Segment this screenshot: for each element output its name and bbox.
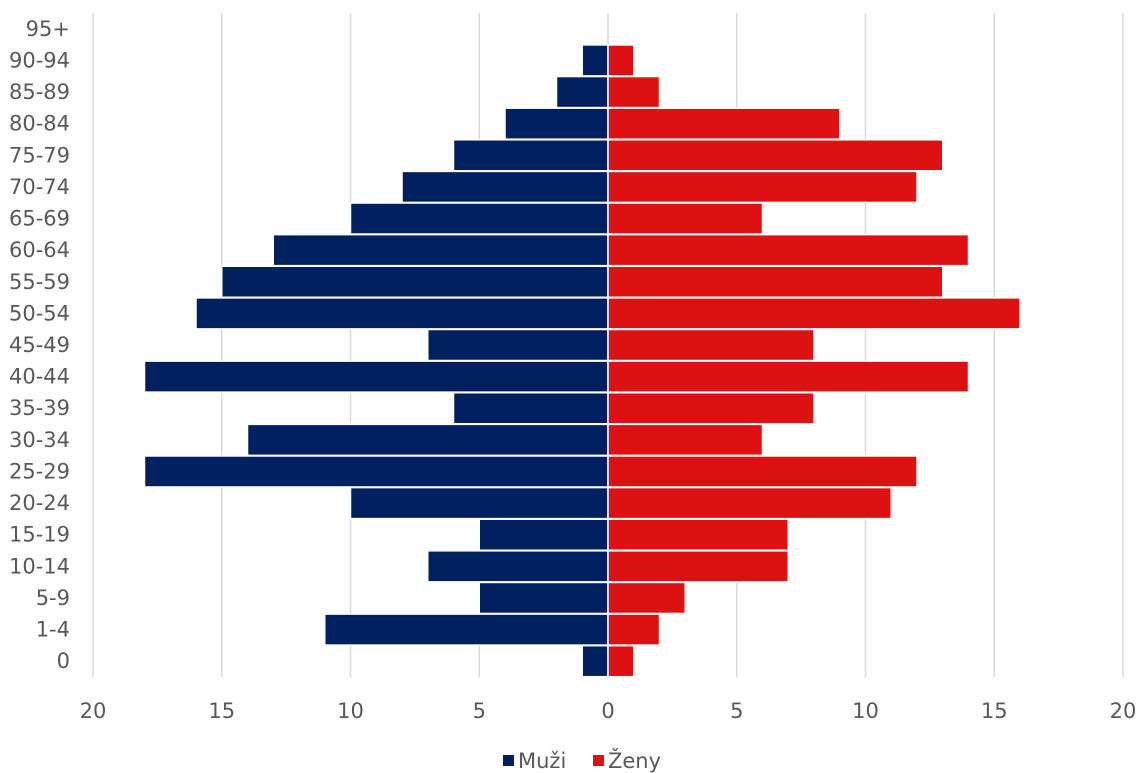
y-tick-label: 70-74 — [9, 175, 70, 199]
y-tick-label: 10-14 — [9, 554, 70, 578]
bar-muzi-90-94 — [581, 44, 609, 77]
y-tick-label: 85-89 — [9, 80, 70, 104]
y-tick-label: 30-34 — [9, 428, 70, 452]
bar-zeny-20-24 — [607, 486, 892, 520]
x-tick-label: 10 — [852, 699, 879, 723]
y-tick-label: 45-49 — [9, 333, 70, 357]
bar-muzi-35-39 — [452, 391, 609, 425]
legend[interactable]: Muži Ženy — [503, 748, 661, 773]
bar-zeny-45-49 — [607, 328, 815, 362]
bar-zeny-1-4 — [607, 613, 661, 646]
bars — [143, 44, 1021, 678]
y-tick-label: 80-84 — [9, 112, 70, 136]
bar-zeny-25-29 — [607, 455, 918, 488]
bar-muzi-85-89 — [555, 75, 609, 109]
y-tick-label: 65-69 — [9, 207, 70, 231]
y-tick-label: 15-19 — [9, 523, 70, 547]
x-tick-label: 5 — [730, 699, 743, 723]
bar-zeny-60-64 — [607, 233, 970, 267]
y-tick-label: 50-54 — [9, 301, 70, 325]
bar-zeny-15-19 — [607, 518, 789, 551]
y-tick-label: 5-9 — [36, 586, 70, 610]
bar-muzi-60-64 — [272, 233, 609, 267]
x-tick-label: 0 — [601, 699, 614, 723]
bar-muzi-45-49 — [427, 328, 609, 362]
bar-muzi-65-69 — [349, 202, 609, 235]
y-tick-label: 40-44 — [9, 365, 70, 389]
bar-zeny-30-34 — [607, 423, 764, 457]
bar-zeny-80-84 — [607, 107, 841, 140]
legend-item-muzi[interactable]: Muži — [503, 749, 566, 773]
bar-muzi-30-34 — [246, 423, 609, 457]
bar-muzi-0 — [581, 644, 609, 678]
bar-zeny-10-14 — [607, 550, 789, 583]
x-axis-labels: 20 15 10 5 0 5 10 15 20 — [80, 699, 1137, 723]
legend-label: Ženy — [608, 748, 661, 773]
y-tick-label: 90-94 — [9, 48, 70, 72]
y-tick-label: 25-29 — [9, 459, 70, 483]
y-tick-label: 95+ — [26, 17, 70, 41]
bar-zeny-85-89 — [607, 75, 661, 109]
x-tick-label: 15 — [981, 699, 1008, 723]
bar-zeny-75-79 — [607, 139, 944, 172]
y-tick-label: 60-64 — [9, 238, 70, 262]
legend-swatch — [593, 755, 604, 766]
bar-zeny-0 — [607, 644, 635, 678]
y-axis-labels: 0 1-4 5-9 10-14 15-19 20-24 25-29 30-34 35-39 40-… — [9, 17, 70, 673]
y-tick-label: 1-4 — [36, 618, 70, 642]
legend-item-zeny[interactable]: Ženy — [593, 748, 661, 773]
bar-zeny-35-39 — [607, 391, 815, 425]
y-tick-label: 0 — [57, 649, 70, 673]
bar-muzi-25-29 — [143, 455, 609, 488]
bar-zeny-50-54 — [607, 297, 1021, 330]
bar-zeny-90-94 — [607, 44, 635, 77]
bar-muzi-50-54 — [195, 297, 609, 330]
bar-muzi-40-44 — [143, 360, 609, 393]
y-tick-label: 20-24 — [9, 491, 70, 515]
bar-muzi-55-59 — [221, 265, 609, 299]
bar-muzi-80-84 — [504, 107, 609, 140]
y-tick-label: 55-59 — [9, 270, 70, 294]
legend-swatch — [503, 755, 514, 766]
bar-muzi-70-74 — [401, 170, 609, 204]
bar-zeny-5-9 — [607, 581, 686, 615]
bar-zeny-65-69 — [607, 202, 764, 235]
x-tick-label: 20 — [80, 699, 107, 723]
bar-muzi-5-9 — [478, 581, 609, 615]
bar-muzi-1-4 — [324, 613, 609, 646]
bar-muzi-10-14 — [427, 550, 609, 583]
bar-muzi-15-19 — [478, 518, 609, 551]
bar-zeny-40-44 — [607, 360, 970, 393]
bar-zeny-55-59 — [607, 265, 944, 299]
x-tick-label: 10 — [337, 699, 364, 723]
y-tick-label: 75-79 — [9, 143, 70, 167]
bar-zeny-70-74 — [607, 170, 918, 204]
y-tick-label: 35-39 — [9, 396, 70, 420]
x-tick-label: 20 — [1110, 699, 1137, 723]
legend-label: Muži — [518, 749, 566, 773]
bar-muzi-75-79 — [452, 139, 609, 172]
x-tick-label: 5 — [473, 699, 486, 723]
x-tick-label: 15 — [208, 699, 235, 723]
bar-muzi-20-24 — [349, 486, 609, 520]
